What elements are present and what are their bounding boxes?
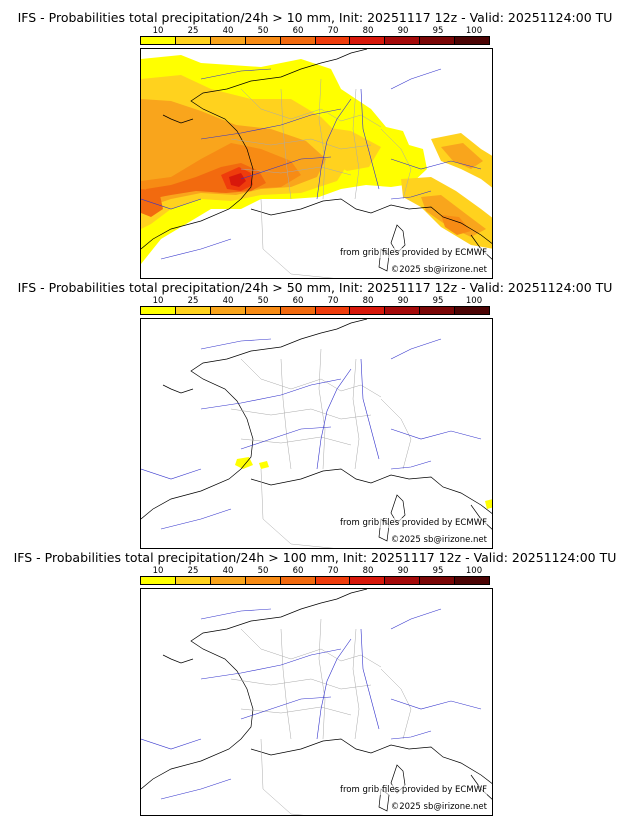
scale-labels: 10 25 40 50 60 70 80 90 95 100 <box>140 26 490 36</box>
scale-label: 80 <box>362 26 374 36</box>
scale-swatch <box>315 577 351 584</box>
scale-label: 100 <box>465 296 483 306</box>
scale-swatch <box>175 577 211 584</box>
scale-label: 10 <box>152 26 164 36</box>
scale-label: 100 <box>465 566 483 576</box>
scale-swatch <box>210 307 246 314</box>
scale-swatch <box>245 307 281 314</box>
precip-map-10mm[interactable]: from grib files provided by ECMWF ©2025 … <box>140 48 493 279</box>
rivers <box>141 338 482 530</box>
panel-100mm: IFS - Probabilities total precipitation/… <box>0 540 630 816</box>
scale-swatch <box>280 37 316 44</box>
scale-swatch <box>455 577 490 584</box>
copyright-credit: ©2025 sb@irizone.net <box>390 802 487 812</box>
scale-swatch <box>385 37 421 44</box>
scale-swatch <box>350 37 386 44</box>
scale-label: 50 <box>257 26 269 36</box>
scale-swatch <box>141 307 176 314</box>
scale-swatch <box>280 307 316 314</box>
scale-label: 25 <box>187 566 199 576</box>
scale-swatch <box>455 307 490 314</box>
color-scale-bar <box>140 36 490 45</box>
scale-label: 90 <box>397 566 409 576</box>
scale-label: 60 <box>292 26 304 36</box>
scale-label: 50 <box>257 296 269 306</box>
scale-swatch <box>420 577 456 584</box>
admin-borders <box>230 78 412 278</box>
color-scale-bar <box>140 576 490 585</box>
data-source-credit: from grib files provided by ECMWF <box>340 785 487 795</box>
scale-swatch <box>420 37 456 44</box>
scale-swatch <box>210 37 246 44</box>
precip-shading <box>141 55 492 264</box>
scale-swatch <box>280 577 316 584</box>
scale-swatch <box>350 577 386 584</box>
scale-swatch <box>315 37 351 44</box>
precip-map-50mm[interactable]: from grib files provided by ECMWF ©2025 … <box>140 318 493 549</box>
scale-label: 70 <box>327 26 339 36</box>
scale-swatch <box>175 307 211 314</box>
scale-swatch <box>141 577 176 584</box>
admin-borders <box>230 348 412 548</box>
scale-label: 95 <box>432 566 444 576</box>
copyright-credit: ©2025 sb@irizone.net <box>390 535 487 545</box>
scale-label: 10 <box>152 566 164 576</box>
panel-50mm: IFS - Probabilities total precipitation/… <box>0 270 630 549</box>
scale-swatch <box>455 37 490 44</box>
scale-label: 25 <box>187 296 199 306</box>
scale-swatch <box>385 307 421 314</box>
scale-labels: 10 25 40 50 60 70 80 90 95 100 <box>140 296 490 306</box>
scale-swatch <box>385 577 421 584</box>
scale-swatch <box>350 307 386 314</box>
coastline <box>141 589 492 812</box>
copyright-credit: ©2025 sb@irizone.net <box>390 265 487 275</box>
data-source-credit: from grib files provided by ECMWF <box>340 518 487 528</box>
panel-title: IFS - Probabilities total precipitation/… <box>17 280 613 295</box>
panel-title: IFS - Probabilities total precipitation/… <box>17 10 613 25</box>
scale-label: 95 <box>432 296 444 306</box>
scale-label: 70 <box>327 566 339 576</box>
map-svg <box>141 319 492 548</box>
scale-label: 70 <box>327 296 339 306</box>
scale-label: 90 <box>397 296 409 306</box>
data-source-credit: from grib files provided by ECMWF <box>340 248 487 258</box>
panel-10mm: IFS - Probabilities total precipitation/… <box>0 0 630 279</box>
admin-borders <box>230 618 412 815</box>
scale-label: 10 <box>152 296 164 306</box>
scale-swatch <box>315 307 351 314</box>
precip-shading <box>235 457 492 509</box>
scale-swatch <box>175 37 211 44</box>
scale-label: 25 <box>187 26 199 36</box>
scale-swatch <box>141 37 176 44</box>
coastline <box>141 319 492 542</box>
scale-label: 80 <box>362 296 374 306</box>
color-scale-bar <box>140 306 490 315</box>
panel-title: IFS - Probabilities total precipitation/… <box>13 550 617 565</box>
scale-labels: 10 25 40 50 60 70 80 90 95 100 <box>140 566 490 576</box>
scale-label: 40 <box>222 26 234 36</box>
scale-label: 60 <box>292 296 304 306</box>
scale-swatch <box>245 577 281 584</box>
scale-label: 100 <box>465 26 483 36</box>
scale-label: 40 <box>222 296 234 306</box>
scale-label: 80 <box>362 566 374 576</box>
scale-swatch <box>210 577 246 584</box>
scale-swatch <box>420 307 456 314</box>
scale-label: 90 <box>397 26 409 36</box>
scale-label: 95 <box>432 26 444 36</box>
rivers <box>141 68 482 260</box>
scale-swatch <box>245 37 281 44</box>
precip-map-100mm[interactable]: from grib files provided by ECMWF ©2025 … <box>140 588 493 816</box>
scale-label: 50 <box>257 566 269 576</box>
scale-label: 40 <box>222 566 234 576</box>
scale-label: 60 <box>292 566 304 576</box>
map-svg <box>141 589 492 815</box>
rivers <box>141 608 482 800</box>
map-svg <box>141 49 492 278</box>
